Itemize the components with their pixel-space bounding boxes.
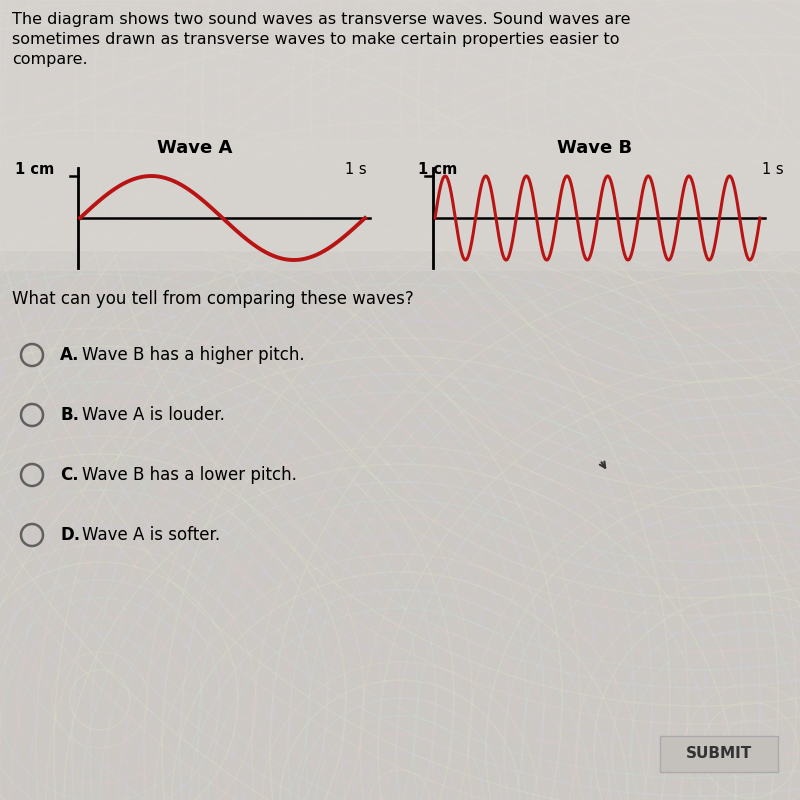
- Text: A.: A.: [60, 346, 79, 364]
- Text: 1 s: 1 s: [345, 162, 366, 178]
- Text: Wave A: Wave A: [158, 139, 233, 157]
- Bar: [0, 140, 800, 270]
- Text: The diagram shows two sound waves as transverse waves. Sound waves are
sometimes: The diagram shows two sound waves as tra…: [12, 12, 630, 66]
- Text: B.: B.: [60, 406, 79, 424]
- Text: 1 s: 1 s: [762, 162, 784, 178]
- Text: 1 cm: 1 cm: [418, 162, 458, 178]
- Bar: [660, 736, 778, 772]
- Bar: [0, 0, 800, 250]
- Text: 1 cm: 1 cm: [15, 162, 54, 178]
- Text: What can you tell from comparing these waves?: What can you tell from comparing these w…: [12, 290, 414, 308]
- Text: Wave A is softer.: Wave A is softer.: [82, 526, 220, 544]
- Text: Wave B has a lower pitch.: Wave B has a lower pitch.: [82, 466, 297, 484]
- Text: Wave B has a higher pitch.: Wave B has a higher pitch.: [82, 346, 305, 364]
- Text: Wave B: Wave B: [558, 139, 633, 157]
- Text: D.: D.: [60, 526, 80, 544]
- Text: SUBMIT: SUBMIT: [686, 746, 752, 762]
- Text: C.: C.: [60, 466, 78, 484]
- Text: Wave A is louder.: Wave A is louder.: [82, 406, 225, 424]
